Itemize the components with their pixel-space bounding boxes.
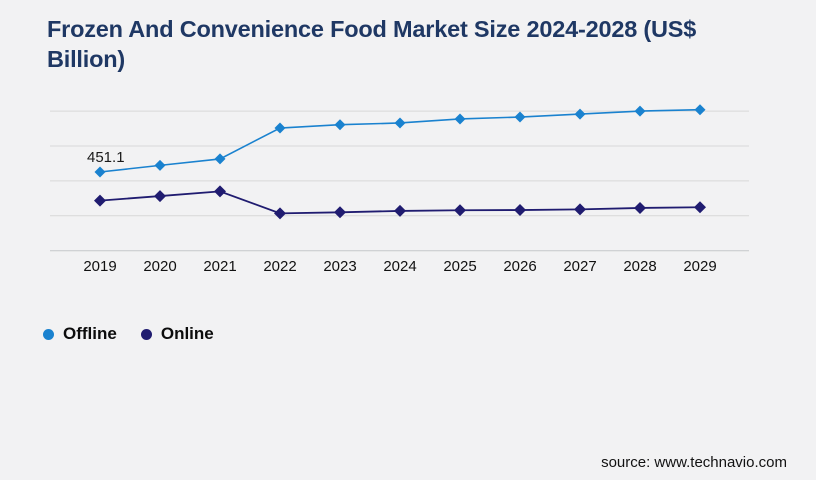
x-tick-label: 2021 (203, 258, 236, 275)
x-tick-label: 2026 (503, 258, 536, 275)
legend-label-offline: Offline (63, 324, 117, 343)
data-point-marker-online[interactable] (274, 207, 286, 220)
x-tick-label: 2027 (563, 258, 596, 275)
data-point-marker-offline[interactable] (514, 111, 526, 123)
data-point-marker-online[interactable] (634, 201, 646, 214)
legend-label-online: Online (160, 324, 214, 343)
x-tick-label: 2025 (443, 258, 476, 275)
data-point-marker-online[interactable] (454, 204, 466, 217)
online-series-marker-icon (140, 328, 152, 340)
source-attribution: source: www.technavio.com (601, 454, 787, 471)
data-point-marker-offline[interactable] (694, 104, 706, 116)
data-point-marker-online[interactable] (94, 194, 106, 207)
chart-title: Frozen And Convenience Food Market Size … (47, 16, 697, 72)
x-tick-label: 2020 (143, 258, 176, 275)
data-point-marker-online[interactable] (514, 204, 526, 217)
data-point-marker-offline[interactable] (634, 105, 646, 117)
offline-series-marker-icon (43, 328, 54, 340)
data-point-marker-offline[interactable] (274, 122, 286, 134)
legend-item-online[interactable]: Online (140, 324, 214, 344)
point-value-label: 451.1 (87, 149, 125, 166)
x-tick-label: 2024 (383, 258, 416, 275)
data-point-marker-online[interactable] (154, 190, 166, 203)
data-point-marker-online[interactable] (394, 204, 406, 217)
data-point-marker-offline[interactable] (154, 159, 166, 171)
data-point-marker-online[interactable] (214, 185, 226, 198)
data-point-marker-online[interactable] (694, 201, 706, 214)
data-point-marker-offline[interactable] (214, 153, 226, 165)
data-point-marker-offline[interactable] (454, 113, 466, 125)
data-point-marker-online[interactable] (574, 203, 586, 216)
x-tick-label: 2028 (623, 258, 656, 275)
x-tick-label: 2022 (263, 258, 296, 275)
x-tick-label: 2029 (683, 258, 716, 275)
data-point-marker-offline[interactable] (94, 166, 106, 178)
data-point-marker-online[interactable] (334, 206, 346, 219)
chart-legend: Offline Online (43, 324, 214, 344)
data-point-marker-offline[interactable] (574, 108, 586, 120)
data-point-marker-offline[interactable] (334, 119, 346, 131)
data-point-marker-offline[interactable] (394, 117, 406, 129)
legend-item-offline[interactable]: Offline (43, 324, 117, 344)
x-tick-label: 2019 (83, 258, 116, 275)
x-tick-label: 2023 (323, 258, 356, 275)
